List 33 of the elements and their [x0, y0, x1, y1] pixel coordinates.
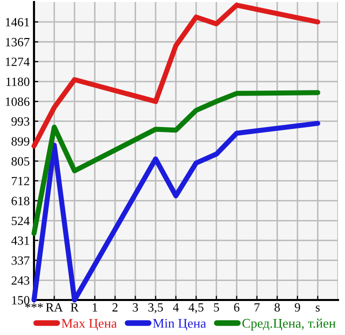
- x-tick-label: 5: [214, 303, 220, 312]
- x-tick-label: 4: [172, 303, 179, 312]
- legend-label: Max Цена: [62, 319, 117, 330]
- x-tick-label: 9: [294, 303, 300, 312]
- x-tick-label: 1: [92, 303, 98, 312]
- y-tick-label: 524: [12, 216, 30, 226]
- y-tick-label: 431: [11, 236, 30, 245]
- y-tick-label: 150: [12, 296, 30, 304]
- y-tick-label: 243: [12, 276, 30, 285]
- y-tick-label: 712: [12, 176, 30, 186]
- y-tick-label: 337: [12, 256, 30, 265]
- x-tick-label: 3: [132, 303, 138, 312]
- x-tick-label: 2: [112, 303, 118, 312]
- y-tick-label: 618: [12, 196, 30, 206]
- y-tick-label: 1274: [6, 58, 30, 66]
- y-tick-label: 1086: [6, 98, 30, 106]
- x-tick-label: R: [70, 303, 79, 312]
- y-tick-label: 1180: [6, 78, 30, 86]
- x-tick-label: 3,5: [148, 303, 163, 314]
- y-tick-label: 805: [12, 157, 30, 166]
- y-tick-label: 1461: [6, 18, 30, 26]
- x-tick-label: 8: [274, 303, 280, 312]
- y-tick-label: 899: [12, 137, 30, 146]
- y-tick-label: 993: [11, 117, 30, 126]
- legend-label: Min Цена: [152, 318, 206, 330]
- x-tick-label: RA: [46, 303, 63, 312]
- x-tick-label: s: [316, 306, 320, 312]
- x-tick-label: ***: [25, 303, 43, 308]
- x-tick-label: 7: [254, 303, 260, 312]
- y-tick-label: 1367: [6, 38, 30, 46]
- x-tick-label: 6: [234, 303, 240, 312]
- x-tick-label: 4,5: [188, 303, 204, 314]
- legend-label: Сред.Цена, т.йен: [242, 318, 336, 330]
